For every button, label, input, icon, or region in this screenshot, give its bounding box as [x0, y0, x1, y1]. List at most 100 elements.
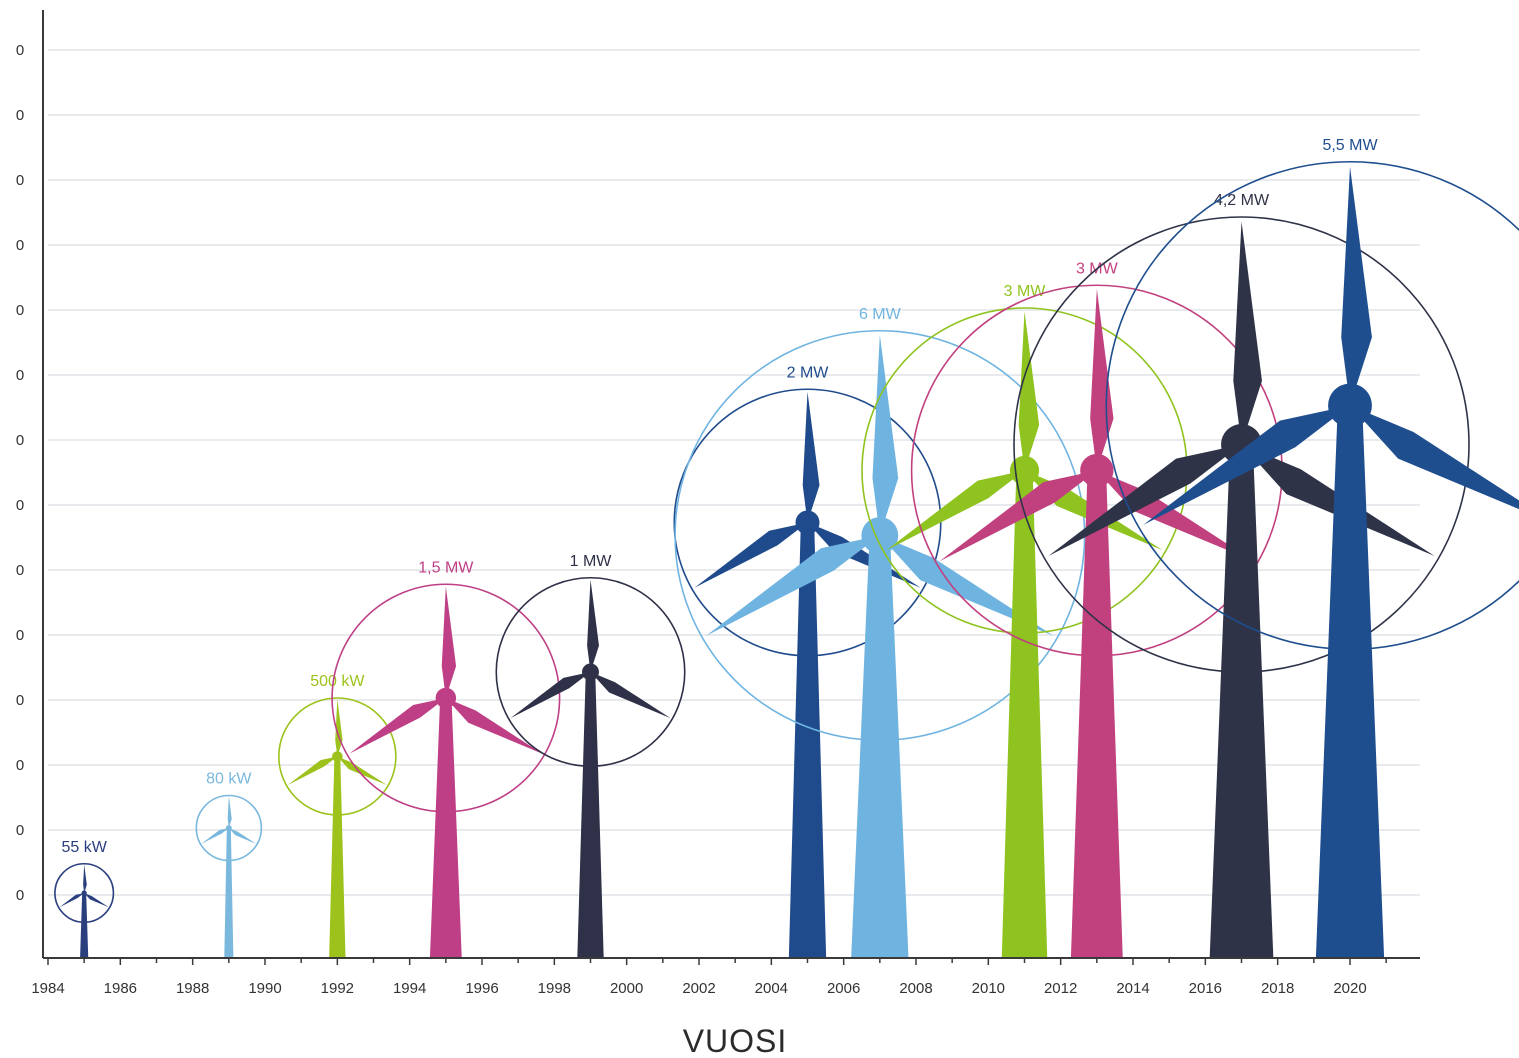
y-tick-label: 0 — [16, 432, 24, 449]
blade — [228, 828, 257, 844]
blade — [694, 522, 808, 588]
turbine: 500 kW — [278, 673, 397, 958]
y-tick-label: 0 — [16, 692, 24, 709]
gridlines — [48, 49, 1420, 896]
capacity-label: 3 MW — [1004, 283, 1047, 300]
tower — [788, 522, 827, 958]
blade — [287, 756, 338, 786]
x-tick-labels: 1984 1986 1988 1990 1992 1994 1996 1998 2000 2002… — [31, 980, 1366, 997]
blade — [872, 334, 899, 536]
y-tick-label: 0 — [16, 822, 24, 839]
capacity-label: 6 MW — [859, 306, 902, 323]
y-tick-label: 0 — [16, 562, 24, 579]
hub — [1328, 383, 1372, 428]
turbine: 3 MW — [910, 260, 1283, 958]
y-tick-label: 0 — [16, 237, 24, 254]
x-tick-label: 1994 — [393, 980, 426, 997]
turbine: 55 kW — [54, 839, 115, 958]
x-tick-label: 1992 — [321, 980, 354, 997]
blade — [1233, 221, 1262, 445]
capacity-label: 80 kW — [206, 771, 252, 788]
blade — [441, 586, 457, 698]
y-tick-label: 0 — [16, 107, 24, 124]
x-tick-label: 2018 — [1261, 980, 1294, 997]
x-tick-label: 1996 — [465, 980, 498, 997]
x-axis-title: VUOSI — [683, 1023, 788, 1058]
blade — [879, 535, 1054, 636]
y-tick-labels: 0 0 0 0 0 0 0 0 0 0 0 0 0 0 — [16, 42, 24, 904]
turbine: 6 MW — [674, 306, 1086, 958]
turbine: 80 kW — [195, 771, 263, 958]
hub — [795, 510, 820, 535]
blade — [1090, 288, 1114, 471]
tower — [80, 893, 89, 958]
capacity-label: 55 kW — [61, 839, 107, 856]
y-tick-label: 0 — [16, 497, 24, 514]
hub — [582, 663, 599, 681]
y-tick-label: 0 — [16, 42, 24, 59]
blade — [1048, 444, 1242, 556]
y-tick-label: 0 — [16, 887, 24, 904]
blade — [1143, 405, 1350, 525]
blade — [84, 893, 109, 908]
x-tick-label: 1986 — [104, 980, 137, 997]
blade — [706, 535, 880, 636]
x-tick-label: 1988 — [176, 980, 209, 997]
x-tick-label: 2006 — [827, 980, 860, 997]
x-tick-label: 2016 — [1189, 980, 1222, 997]
hub — [332, 751, 343, 762]
x-tick-label: 2000 — [610, 980, 643, 997]
blade — [802, 391, 820, 523]
x-tick-label: 2004 — [755, 980, 788, 997]
y-tick-label: 0 — [16, 757, 24, 774]
blade — [1018, 311, 1040, 471]
turbine: 1 MW — [495, 553, 686, 958]
axes — [42, 10, 1420, 965]
turbine: 1,5 MW — [331, 559, 561, 958]
blade — [349, 698, 446, 754]
x-tick-label: 2012 — [1044, 980, 1077, 997]
y-tick-label: 0 — [16, 302, 24, 319]
tower — [1315, 405, 1385, 958]
x-tick-label: 1998 — [538, 980, 571, 997]
x-tick-label: 2020 — [1333, 980, 1366, 997]
tower — [329, 756, 346, 958]
hub — [225, 825, 232, 831]
hub — [435, 687, 457, 709]
x-tick-label: 2002 — [682, 980, 715, 997]
tower — [1001, 470, 1048, 958]
blade — [201, 828, 229, 844]
blade — [590, 672, 671, 719]
tower — [1209, 444, 1274, 958]
blade — [807, 522, 921, 588]
blade — [59, 893, 85, 908]
hub — [861, 517, 899, 554]
x-tick-label: 2008 — [899, 980, 932, 997]
blade — [939, 470, 1097, 562]
rotor-circle — [1105, 161, 1519, 650]
capacity-label: 500 kW — [310, 673, 365, 690]
blade — [337, 756, 387, 786]
blade — [886, 470, 1025, 551]
capacity-label: 1,5 MW — [418, 559, 474, 576]
x-tick-label: 1984 — [31, 980, 64, 997]
y-tick-label: 0 — [16, 172, 24, 189]
tower — [577, 672, 604, 958]
y-tick-label: 0 — [16, 367, 24, 384]
capacity-label: 5,5 MW — [1322, 137, 1378, 154]
blade — [1341, 166, 1372, 406]
capacity-label: 2 MW — [787, 364, 830, 381]
x-tick-label: 2010 — [972, 980, 1005, 997]
y-tick-label: 0 — [16, 627, 24, 644]
tower — [429, 698, 462, 958]
blade — [1350, 405, 1519, 510]
capacity-label: 1 MW — [570, 553, 613, 570]
hub — [81, 890, 87, 896]
capacity-label: 4,2 MW — [1214, 192, 1270, 209]
turbine: 3 MW — [861, 283, 1188, 958]
turbine: 5,5 MW — [1105, 137, 1519, 958]
tower — [1070, 470, 1123, 958]
blade — [510, 672, 591, 719]
